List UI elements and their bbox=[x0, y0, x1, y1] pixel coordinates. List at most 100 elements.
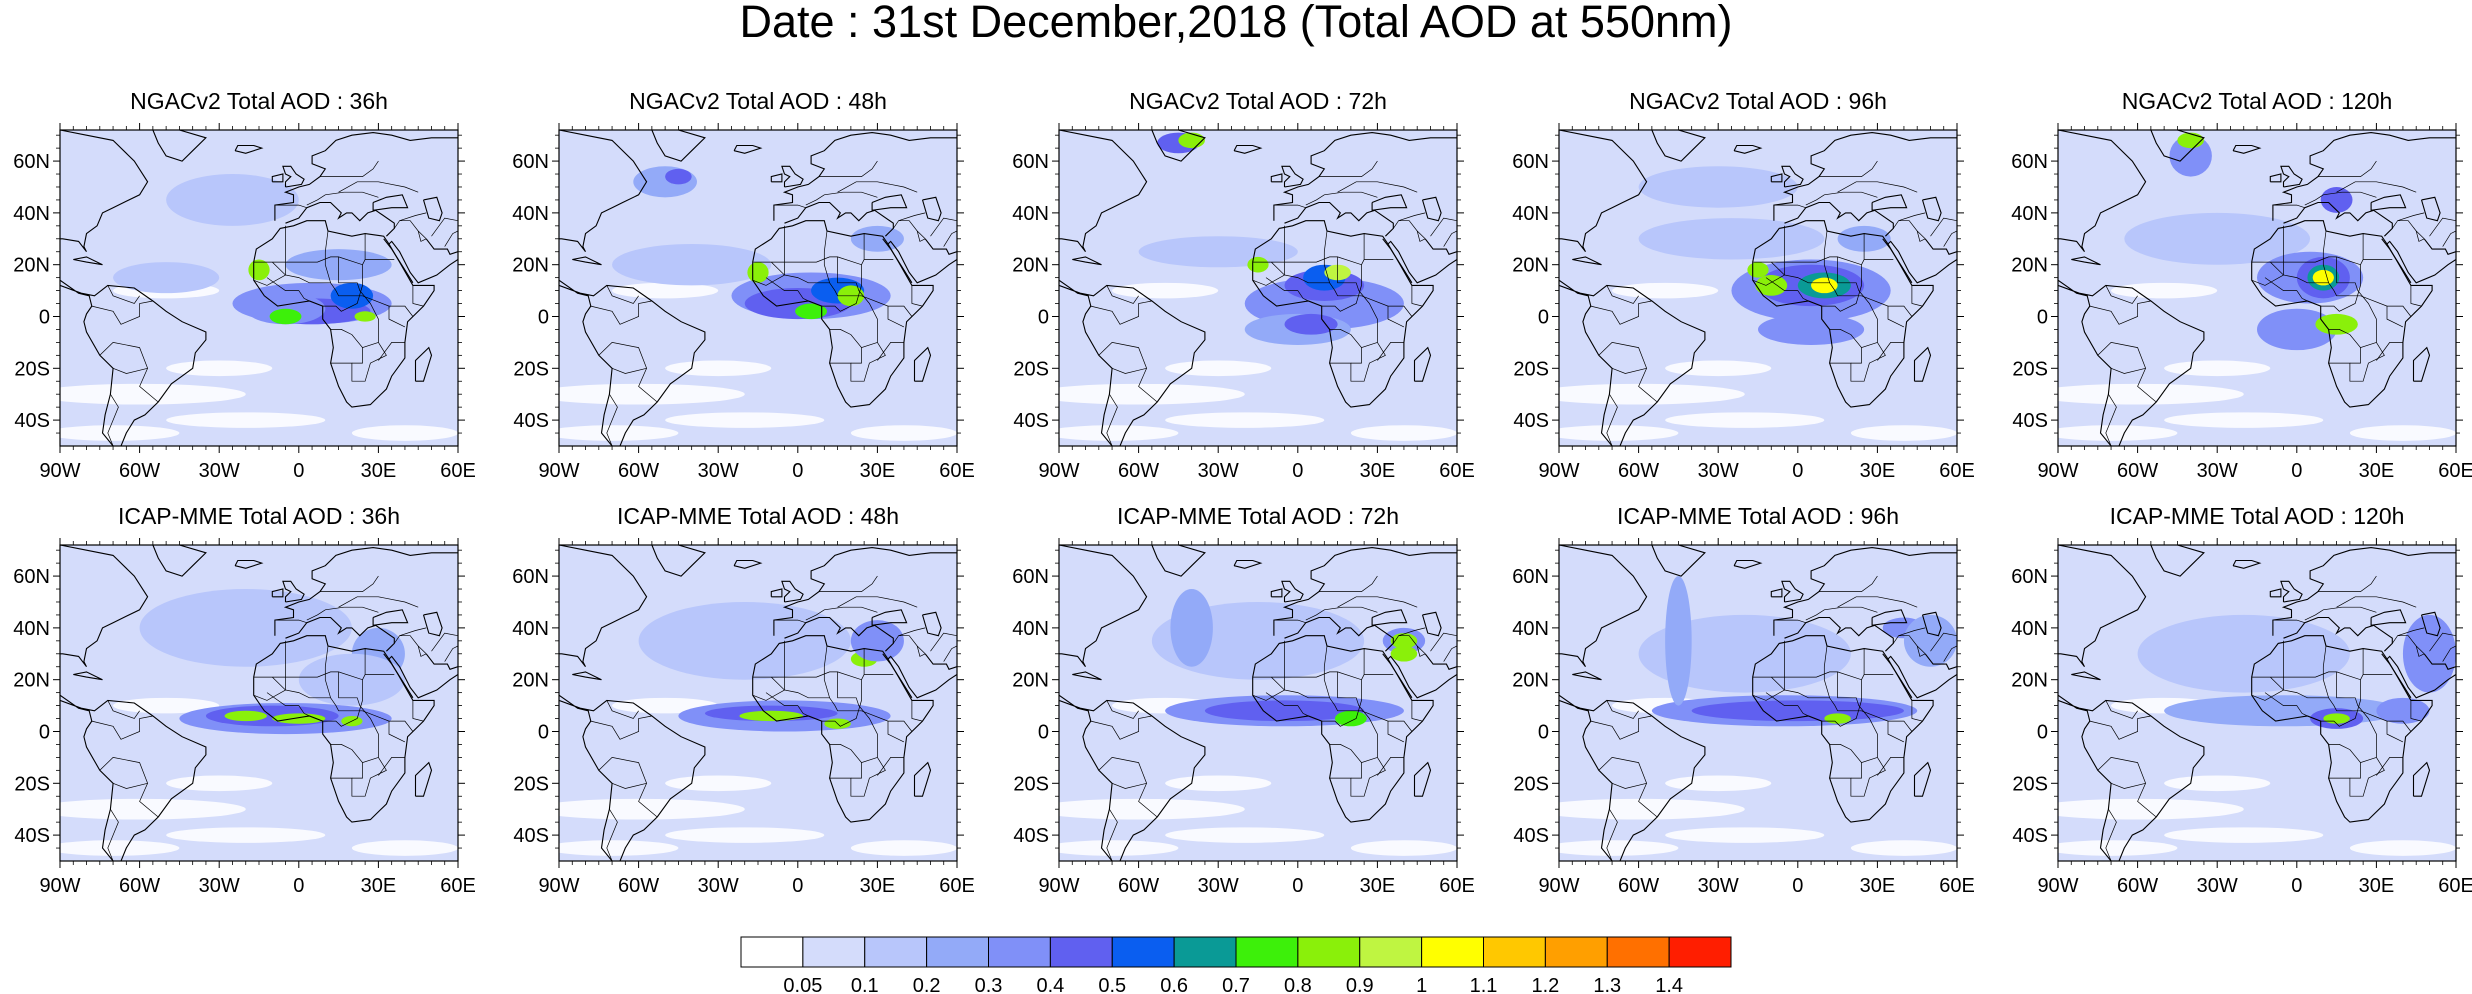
aod-contour bbox=[1691, 700, 1904, 722]
coastline-gulf bbox=[924, 653, 957, 670]
country-border bbox=[893, 220, 926, 240]
country-border bbox=[2322, 645, 2329, 698]
aod-contour bbox=[354, 311, 376, 322]
country-border bbox=[611, 782, 647, 789]
country-border bbox=[598, 342, 658, 403]
aod-contour bbox=[1758, 313, 1865, 345]
coastline-ireland bbox=[271, 588, 284, 598]
coastline-greenland bbox=[1151, 545, 1206, 577]
colorbar-swatch bbox=[802, 936, 866, 968]
aod-contour bbox=[1824, 713, 1851, 724]
aod-contour bbox=[1138, 236, 1298, 268]
lon-tick-label: 30E bbox=[361, 460, 397, 482]
lon-tick-label: 0 bbox=[293, 460, 304, 482]
aod-low-streak bbox=[60, 840, 180, 856]
aod-low-streak bbox=[2058, 425, 2178, 441]
lat-tick-label: 40S bbox=[513, 825, 549, 847]
coastline-ireland bbox=[1270, 588, 1283, 598]
aod-low-streak bbox=[166, 360, 273, 377]
colorbar-label: 0.3 bbox=[975, 975, 1003, 994]
country-border bbox=[1911, 700, 1923, 722]
coastline-cuba bbox=[73, 256, 103, 266]
coastline-med bbox=[1784, 616, 1894, 652]
coastline-europe bbox=[1773, 132, 1957, 221]
aod-low-streak bbox=[1665, 775, 1772, 792]
aod-low-streak bbox=[1059, 798, 1245, 820]
lon-tick-label: 60E bbox=[1439, 460, 1475, 482]
aod-map: 90W 60W 30W 0 30E 60E 60N 40N 20N 0 20S 40S bbox=[2011, 538, 2472, 897]
country-border bbox=[1752, 256, 1862, 312]
aod-low-streak bbox=[1665, 827, 1825, 843]
colorbar-label: 0.8 bbox=[1284, 975, 1312, 994]
country-border bbox=[274, 204, 307, 209]
coastline-iceland bbox=[733, 144, 763, 154]
country-border bbox=[2386, 721, 2404, 743]
coastline-southAmerica bbox=[1059, 279, 1206, 446]
coastline-gulf bbox=[1424, 653, 1457, 670]
aod-low-streak bbox=[2164, 827, 2324, 843]
country-border bbox=[2304, 191, 2377, 206]
aod-contour bbox=[2177, 132, 2204, 149]
country-border bbox=[1893, 635, 1926, 655]
aod-low-streak bbox=[559, 383, 745, 405]
country-border bbox=[1098, 757, 1158, 818]
coastline-greenland bbox=[1651, 545, 1706, 577]
aod-low-streak bbox=[1165, 360, 1272, 377]
aod-contour bbox=[269, 308, 302, 325]
country-border bbox=[107, 809, 119, 861]
country-border bbox=[2349, 347, 2361, 364]
country-border bbox=[1443, 645, 1457, 662]
coastline-med bbox=[285, 201, 395, 237]
coastline-ireland bbox=[2269, 588, 2282, 598]
aod-contour bbox=[1178, 132, 1205, 149]
coastline-redSea bbox=[882, 653, 913, 699]
lon-tick-label: 60E bbox=[1939, 875, 1975, 897]
country-border bbox=[590, 715, 652, 740]
lat-tick-label: 20N bbox=[13, 255, 50, 277]
lon-tick-label: 30W bbox=[199, 875, 240, 897]
coastline-britain bbox=[2280, 165, 2303, 188]
aod-low-streak bbox=[2058, 383, 2244, 405]
country-border bbox=[2442, 645, 2456, 662]
aod-low-streak bbox=[665, 360, 772, 377]
country-border bbox=[388, 721, 406, 743]
country-border bbox=[431, 632, 458, 652]
lat-tick-label: 0 bbox=[2037, 721, 2048, 743]
coastline-greenland bbox=[2150, 130, 2205, 162]
colorbar-swatch bbox=[988, 936, 1051, 968]
country-border bbox=[765, 277, 809, 302]
country-border bbox=[1829, 744, 1878, 764]
coastline-iceland bbox=[1233, 559, 1263, 569]
country-border bbox=[2283, 640, 2412, 732]
lon-tick-label: 30W bbox=[698, 460, 739, 482]
map-panel: ICAP-MME Total AOD : 96h 90W 60W 30W 0 30E 60E… bbox=[1499, 503, 2017, 909]
lon-tick-label: 60W bbox=[1118, 460, 1159, 482]
lon-tick-label: 60W bbox=[1618, 875, 1659, 897]
aod-low-streak bbox=[60, 383, 246, 405]
aod-low-streak bbox=[1612, 282, 1719, 299]
country-border bbox=[2251, 261, 2285, 286]
coastline-northAmerica bbox=[2058, 545, 2147, 668]
country-border bbox=[1106, 809, 1118, 861]
lon-tick-label: 30W bbox=[2197, 460, 2238, 482]
coastline-northAmerica bbox=[1559, 130, 1648, 253]
lon-tick-label: 60W bbox=[2117, 875, 2158, 897]
coastline-gulf bbox=[425, 238, 458, 255]
lon-tick-label: 90W bbox=[2037, 460, 2078, 482]
lat-tick-label: 40S bbox=[1513, 410, 1549, 432]
country-border bbox=[1329, 329, 1378, 349]
coastline-redSea bbox=[2381, 653, 2412, 699]
colorbar-swatch bbox=[1173, 936, 1237, 968]
country-border bbox=[2105, 394, 2117, 446]
coastline-greenland bbox=[651, 130, 706, 162]
coastline-blackSea bbox=[1871, 609, 1908, 626]
lon-tick-label: 90W bbox=[2037, 875, 2078, 897]
colorbar-label: 1.2 bbox=[1531, 975, 1559, 994]
coastline-europe bbox=[274, 547, 458, 636]
aod-map: 90W 60W 30W 0 30E 60E 60N 40N 20N 0 20S 40S bbox=[512, 123, 975, 482]
coastline-redSea bbox=[1882, 238, 1913, 284]
country-border bbox=[598, 757, 658, 818]
country-border bbox=[2376, 757, 2403, 776]
lon-tick-label: 30W bbox=[1198, 460, 1239, 482]
country-border bbox=[1329, 256, 1386, 382]
